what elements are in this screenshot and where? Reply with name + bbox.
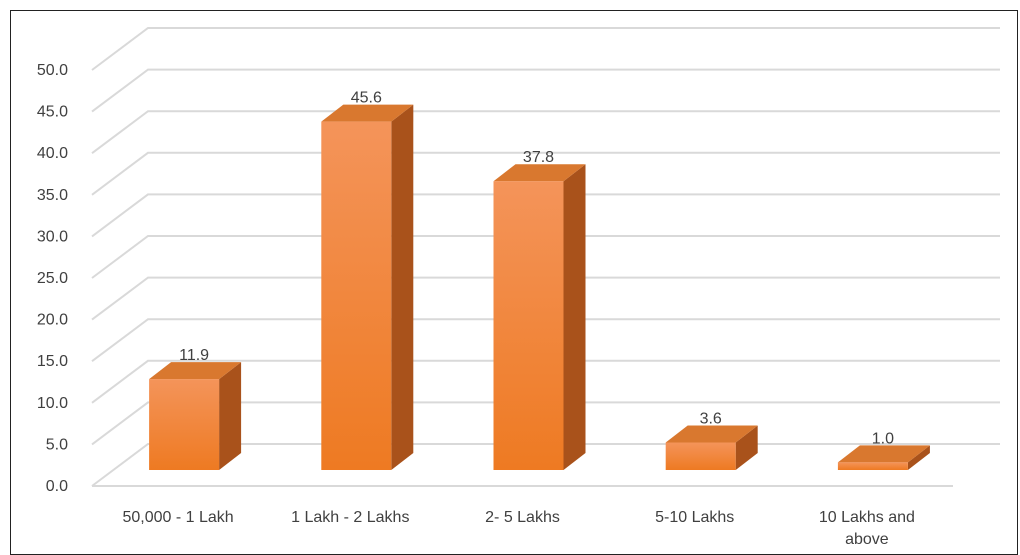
bar-top (665, 425, 758, 443)
y-tick-label: 40.0 (37, 145, 68, 162)
data-labels: 11.9 45.6 37.8 3.6 1.0 (179, 90, 894, 448)
category-label: 2- 5 Lakhs (485, 509, 560, 526)
bar-front (321, 121, 392, 470)
y-tick-label: 5.0 (46, 436, 68, 453)
bar-side (563, 164, 586, 470)
category-label: 5-10 Lakhs (655, 509, 734, 526)
bar-top (149, 362, 242, 380)
data-label: 3.6 (700, 410, 722, 427)
gridline (91, 68, 1000, 113)
bar-side (219, 362, 242, 470)
y-tick-label: 10.0 (37, 395, 68, 412)
gridline (91, 359, 1000, 404)
bar-front (493, 181, 564, 470)
bar-top (837, 445, 930, 463)
y-tick-label: 45.0 (37, 104, 68, 121)
data-label: 45.6 (351, 90, 382, 107)
gridline (91, 276, 1000, 321)
y-tick-label: 15.0 (37, 353, 68, 370)
bar (837, 445, 930, 470)
bar (493, 164, 586, 470)
bar (321, 104, 414, 470)
category-label: 50,000 - 1 Lakh (122, 509, 233, 526)
category-label: 10 Lakhs and above (819, 509, 915, 548)
y-axis-ticks: 0.0 5.0 10.0 15.0 20.0 25.0 30.0 35.0 40.0 45.0 50… (37, 62, 68, 495)
y-tick-label: 50.0 (37, 62, 68, 79)
bar (149, 362, 242, 470)
data-label: 37.8 (523, 149, 554, 166)
data-label: 1.0 (872, 430, 894, 447)
gridline (91, 110, 1000, 154)
y-tick-label: 30.0 (37, 228, 68, 245)
bar-front (837, 462, 908, 470)
bars (149, 104, 930, 470)
gridline (91, 235, 1000, 279)
bar-top (493, 164, 586, 182)
y-tick-label: 20.0 (37, 312, 68, 329)
gridline (91, 401, 1000, 446)
bar-top (321, 104, 414, 122)
gridline (91, 318, 1000, 362)
bar-side (907, 445, 930, 470)
bar (665, 425, 758, 470)
gridline (91, 151, 1000, 196)
gridline (91, 27, 1000, 71)
bar-side (391, 104, 414, 470)
y-tick-label: 35.0 (37, 187, 68, 204)
bar-front (149, 379, 220, 470)
y-tick-label: 25.0 (37, 270, 68, 287)
data-label: 11.9 (179, 347, 209, 364)
y-tick-label: 0.0 (46, 478, 68, 495)
bar-side (735, 425, 758, 470)
bar-front (665, 442, 736, 470)
category-label: 1 Lakh - 2 Lakhs (291, 509, 409, 526)
x-axis-labels: 50,000 - 1 Lakh 1 Lakh - 2 Lakhs 2- 5 Lakh… (122, 509, 914, 548)
gridline (91, 193, 1000, 238)
